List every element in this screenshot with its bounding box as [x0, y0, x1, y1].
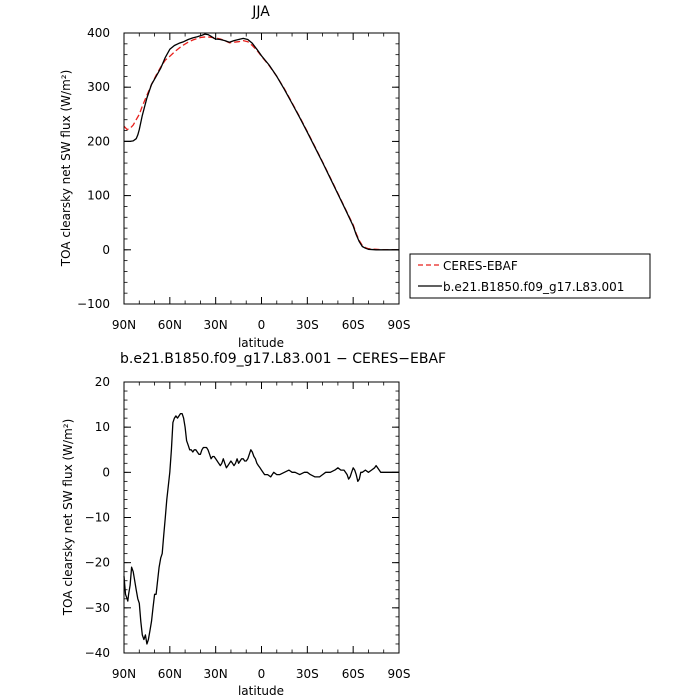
x-tick-label: 90N: [112, 318, 136, 332]
x-tick-label: 60N: [158, 318, 182, 332]
series-line-0-0: [123, 36, 399, 251]
x-tick-labels-top: 90N 60N 30N 0 30S 60S 90S: [112, 318, 411, 332]
series-line-1-0: [123, 412, 399, 645]
y-tick-label: −20: [85, 556, 110, 570]
y-tick-label: 0: [102, 465, 110, 479]
x-tick-label: 90N: [112, 667, 136, 681]
y-tick-label: 10: [95, 420, 110, 434]
y-tick-label: 300: [87, 80, 110, 94]
curves-top: [123, 33, 399, 251]
y-tick-labels-bottom: −40 −30 −20 −10 0 10 20: [85, 375, 110, 660]
x-axis-label-top: latitude: [238, 336, 284, 350]
x-tick-label: 30N: [204, 318, 228, 332]
x-tick-labels-bottom: 90N 60N 30N 0 30S 60S 90S: [112, 667, 411, 681]
curves-bottom: [123, 412, 399, 645]
y-tick-label: −10: [85, 511, 110, 525]
legend-label-model: b.e21.B1850.f09_g17.L83.001: [443, 280, 624, 294]
x-tick-label: 60N: [158, 667, 182, 681]
y-tick-label: −100: [77, 297, 110, 311]
x-tick-label: 0: [258, 318, 266, 332]
y-tick-label: 0: [102, 243, 110, 257]
y-axis-label-bottom: TOA clearsky net SW flux (W/m²): [61, 419, 75, 617]
ticks-bottom: [123, 381, 400, 654]
y-axis-label-top: TOA clearsky net SW flux (W/m²): [59, 70, 73, 268]
x-tick-label: 30S: [296, 667, 319, 681]
legend-label-ceres: CERES-EBAF: [443, 259, 518, 273]
x-tick-label: 60S: [342, 318, 365, 332]
x-axis-label-bottom: latitude: [238, 684, 284, 698]
x-tick-label: 0: [258, 667, 266, 681]
legend: CERES-EBAF b.e21.B1850.f09_g17.L83.001: [409, 253, 651, 299]
y-tick-label: −40: [85, 646, 110, 660]
chart-title-top: JJA: [251, 4, 270, 20]
y-tick-label: 20: [95, 375, 110, 389]
ticks-top: [123, 32, 400, 305]
x-tick-label: 30N: [204, 667, 228, 681]
x-tick-label: 90S: [388, 667, 411, 681]
y-tick-label: 200: [87, 134, 110, 148]
y-tick-labels-top: −100 0 100 200 300 400: [77, 26, 110, 311]
x-tick-label: 90S: [388, 318, 411, 332]
y-tick-label: 400: [87, 26, 110, 40]
legend-box: [409, 253, 651, 299]
series-line-0-1: [124, 33, 399, 251]
plot-frame-top: [123, 32, 400, 305]
y-tick-label: 100: [87, 189, 110, 203]
panel-bottom: b.e21.B1850.f09_g17.L83.001 − CERES−EBAF…: [61, 351, 446, 698]
chart-title-bottom: b.e21.B1850.f09_g17.L83.001 − CERES−EBAF: [120, 351, 446, 367]
y-tick-label: −30: [85, 601, 110, 615]
x-tick-label: 60S: [342, 667, 365, 681]
x-tick-label: 30S: [296, 318, 319, 332]
